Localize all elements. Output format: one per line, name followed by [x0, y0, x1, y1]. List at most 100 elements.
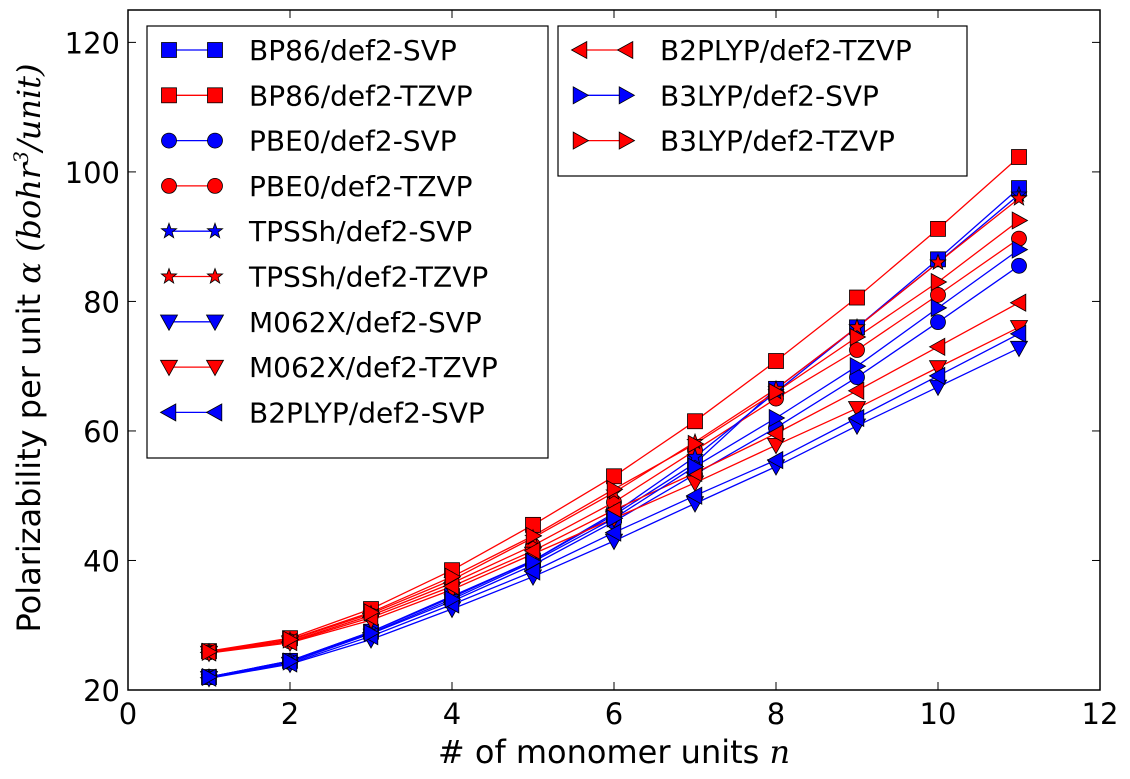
- legend-label-b3lyp-def2-svp: B3LYP/def2-SVP: [660, 79, 879, 112]
- data-point-b2plyp-def2-tzvp: [928, 337, 946, 356]
- data-point-m062x-def2-tzvp: [928, 360, 948, 377]
- data-point-m062x-def2-svp: [1009, 340, 1029, 358]
- data-point-bp86-def2-tzvp: [687, 413, 703, 430]
- axis-ticks-group: 0 2 4 6 8 10 12 20 40 60 80 100 120: [65, 10, 1119, 731]
- data-point-b2plyp-def2-svp: [604, 523, 622, 542]
- data-point-tpssh-def2-tzvp: [848, 318, 866, 335]
- legend-marker-m062x-def2-svp: [205, 314, 225, 332]
- data-point-b3lyp-def2-svp: [930, 298, 948, 318]
- legend-marker-m062x-def2-tzvp: [205, 359, 225, 377]
- data-point-b3lyp-def2-tzvp: [1011, 211, 1029, 230]
- legend-label-b3lyp-def2-tzvp: B3LYP/def2-TZVP: [660, 125, 895, 158]
- data-point-b3lyp-def2-svp: [363, 623, 381, 643]
- data-point-tpssh-def2-tzvp: [1010, 189, 1028, 206]
- legend-marker-b2plyp-def2-svp: [205, 403, 223, 422]
- data-point-bp86-def2-tzvp: [768, 353, 784, 369]
- data-point-b3lyp-def2-tzvp: [525, 526, 543, 546]
- data-point-b2plyp-def2-svp: [1009, 324, 1027, 343]
- data-point-pbe0-def2-svp: [930, 314, 946, 331]
- y-tick-label: 40: [83, 544, 120, 578]
- data-point-b3lyp-def2-svp: [606, 509, 624, 528]
- legend-label-tpssh-def2-svp: TPSSh/def2-SVP: [248, 215, 472, 248]
- data-point-b2plyp-def2-tzvp: [1009, 293, 1027, 312]
- data-point-b3lyp-def2-svp: [687, 457, 705, 476]
- legend-label-b2plyp-def2-tzvp: B2PLYP/def2-TZVP: [660, 34, 912, 67]
- data-point-b3lyp-def2-svp: [525, 552, 543, 571]
- data-point-b3lyp-def2-svp: [768, 408, 786, 428]
- y-tick-label: 20: [83, 674, 120, 708]
- legend-label-bp86-def2-tzvp: BP86/def2-TZVP: [249, 79, 473, 112]
- data-point-bp86-def2-tzvp: [930, 220, 946, 237]
- legend-marker-m062x-def2-tzvp: [159, 359, 179, 377]
- legend-label-m062x-def2-svp: M062X/def2-SVP: [249, 306, 482, 339]
- y-axis-label: Polarizability per unit α (bohr3/unit): [9, 63, 48, 632]
- y-tick-label: 80: [83, 285, 120, 319]
- data-point-bp86-def2-tzvp: [849, 289, 865, 306]
- data-point-b2plyp-def2-tzvp: [766, 424, 784, 443]
- legend-marker-tpssh-def2-tzvp: [160, 267, 178, 284]
- legend-label-m062x-def2-tzvp: M062X/def2-TZVP: [249, 351, 498, 384]
- data-point-b3lyp-def2-svp: [1011, 240, 1029, 259]
- x-tick-label: 10: [920, 697, 957, 731]
- data-point-b2plyp-def2-svp: [928, 366, 946, 386]
- legend-marker-bp86-def2-svp: [207, 42, 223, 58]
- data-point-b2plyp-def2-tzvp: [523, 541, 541, 560]
- data-point-pbe0-def2-tzvp: [849, 342, 865, 358]
- legend-marker-bp86-def2-tzvp: [207, 87, 223, 104]
- x-tick-label: 4: [443, 697, 461, 731]
- data-point-bp86-def2-tzvp: [1011, 149, 1027, 165]
- legend-marker-b2plyp-def2-svp: [159, 403, 177, 422]
- legend-marker-b2plyp-def2-tzvp: [570, 40, 588, 60]
- legend-marker-b3lyp-def2-tzvp: [618, 131, 636, 150]
- legend-marker-pbe0-def2-tzvp: [161, 177, 177, 194]
- legend-label-tpssh-def2-tzvp: TPSSh/def2-TZVP: [248, 261, 488, 294]
- data-point-b3lyp-def2-tzvp: [201, 642, 219, 661]
- data-point-b2plyp-def2-tzvp: [847, 381, 865, 400]
- data-point-b3lyp-def2-svp: [849, 357, 867, 376]
- data-point-tpssh-def2-svp: [686, 447, 704, 465]
- legend-label-pbe0-def2-svp: PBE0/def2-SVP: [249, 125, 457, 158]
- legend-marker-tpssh-def2-tzvp: [206, 267, 224, 284]
- data-point-b3lyp-def2-tzvp: [768, 382, 786, 402]
- series-markers-group: [199, 149, 1029, 688]
- legend-label-b2plyp-def2-svp: B2PLYP/def2-SVP: [249, 396, 485, 429]
- legend-marker-b3lyp-def2-svp: [572, 86, 590, 105]
- data-point-b2plyp-def2-svp: [766, 450, 784, 470]
- x-tick-label: 0: [119, 697, 137, 731]
- legend-marker-b3lyp-def2-svp: [618, 86, 636, 105]
- legend-marker-pbe0-def2-tzvp: [207, 177, 223, 194]
- data-point-b3lyp-def2-tzvp: [930, 272, 948, 292]
- x-tick-label: 8: [767, 697, 785, 731]
- y-tick-label: 120: [65, 26, 120, 60]
- data-point-pbe0-def2-svp: [1011, 257, 1027, 274]
- data-point-b3lyp-def2-svp: [444, 590, 462, 609]
- data-point-b3lyp-def2-svp: [282, 652, 300, 671]
- data-point-b3lyp-def2-tzvp: [282, 630, 300, 649]
- x-tick-label: 2: [281, 697, 299, 731]
- legend-group: BP86/def2-SVP BP86/def2-TZVP PBE0/def2-SVP…: [146, 25, 968, 459]
- data-point-tpssh-def2-tzvp: [929, 253, 947, 270]
- x-axis-label: # of monomer units n: [438, 733, 790, 771]
- data-point-m062x-def2-tzvp: [847, 401, 867, 418]
- data-point-b3lyp-def2-tzvp: [444, 567, 462, 586]
- data-point-b3lyp-def2-tzvp: [687, 434, 705, 454]
- data-point-b3lyp-def2-tzvp: [849, 327, 867, 347]
- legend-label-pbe0-def2-tzvp: PBE0/def2-TZVP: [249, 170, 473, 203]
- x-tick-label: 12: [1082, 697, 1119, 731]
- data-point-b3lyp-def2-tzvp: [363, 603, 381, 622]
- legend-marker-pbe0-def2-svp: [207, 132, 223, 149]
- data-point-b3lyp-def2-tzvp: [606, 480, 624, 499]
- y-tick-label: 100: [65, 156, 120, 190]
- data-point-b3lyp-def2-svp: [201, 667, 219, 687]
- legend-marker-tpssh-def2-svp: [206, 222, 224, 239]
- legend-marker-bp86-def2-svp: [161, 42, 177, 58]
- legend-marker-tpssh-def2-svp: [160, 222, 178, 239]
- x-tick-label: 6: [605, 697, 623, 731]
- legend-marker-pbe0-def2-svp: [161, 132, 177, 149]
- y-tick-label: 60: [83, 415, 120, 449]
- legend-marker-b3lyp-def2-tzvp: [572, 131, 590, 150]
- data-point-b2plyp-def2-svp: [847, 408, 865, 428]
- legend-marker-m062x-def2-svp: [159, 314, 179, 332]
- legend-label-bp86-def2-svp: BP86/def2-SVP: [249, 34, 457, 67]
